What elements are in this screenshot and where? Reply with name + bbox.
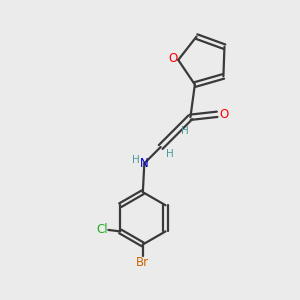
Text: H: H: [181, 126, 189, 136]
Text: Cl: Cl: [97, 224, 108, 236]
Text: H: H: [166, 149, 173, 159]
Text: H: H: [132, 155, 140, 165]
Text: Br: Br: [136, 256, 149, 269]
Text: O: O: [168, 52, 178, 65]
Text: N: N: [140, 157, 149, 170]
Text: O: O: [219, 108, 228, 121]
